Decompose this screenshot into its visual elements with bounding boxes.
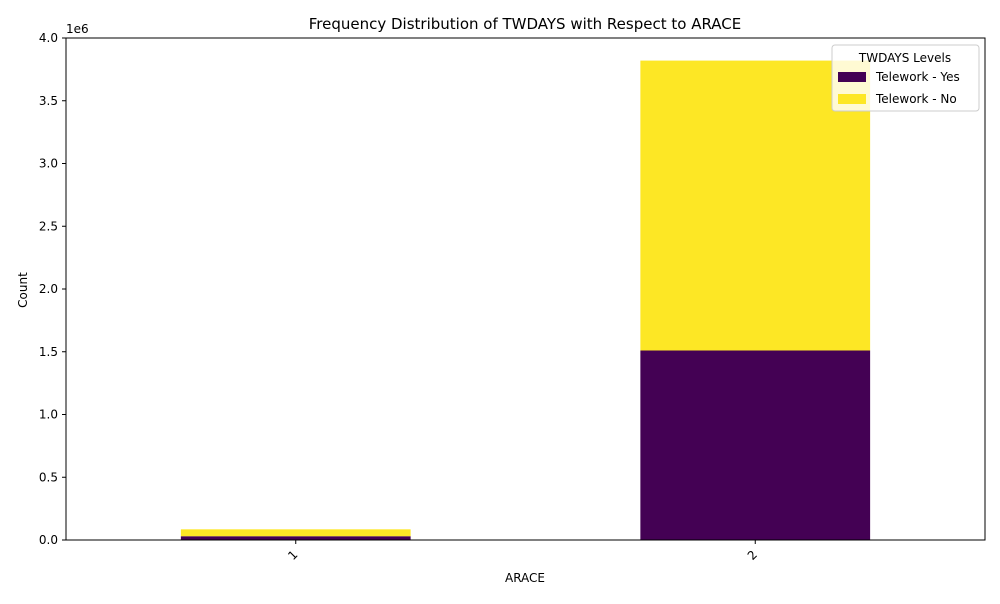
legend-entry: Telework - Yes xyxy=(875,70,960,84)
y-tick-label: 1.5 xyxy=(39,345,58,359)
legend-swatch xyxy=(838,94,866,104)
y-tick-label: 3.0 xyxy=(39,157,58,171)
y-axis-multiplier: 1e6 xyxy=(66,22,89,36)
legend-title: TWDAYS Levels xyxy=(858,51,951,65)
bar-1-telework-no xyxy=(180,529,411,537)
y-axis-label: Count xyxy=(16,272,30,308)
y-tick-label: 0.0 xyxy=(39,533,58,547)
legend-items: Telework - Yes Telework - No xyxy=(838,70,960,106)
y-tick-label: 2.5 xyxy=(39,219,58,233)
y-tick-label: 0.5 xyxy=(39,470,58,484)
plot-frame xyxy=(65,37,986,541)
legend-entry: Telework - No xyxy=(875,92,957,106)
x-tick-label: 1 xyxy=(285,548,300,563)
y-ticks: 0.0 0.5 1.0 1.5 2.0 2.5 3.0 3.5 4.0 xyxy=(39,31,66,547)
y-tick-label: 1.0 xyxy=(39,408,58,422)
x-tick-label: 2 xyxy=(745,548,760,563)
y-tick-label: 3.5 xyxy=(39,94,58,108)
legend-box xyxy=(831,44,980,112)
y-tick-label: 4.0 xyxy=(39,31,58,45)
x-axis-label: ARACE xyxy=(505,571,545,585)
chart-title: Frequency Distribution of TWDAYS with Re… xyxy=(309,15,741,33)
bar-2-telework-yes xyxy=(640,350,871,540)
legend-swatch xyxy=(838,72,866,82)
bar-1-telework-yes xyxy=(180,536,411,540)
y-tick-label: 2.0 xyxy=(39,282,58,296)
bars-layer xyxy=(180,60,871,540)
legend: TWDAYS Levels Telework - Yes Telework - N… xyxy=(831,44,980,112)
